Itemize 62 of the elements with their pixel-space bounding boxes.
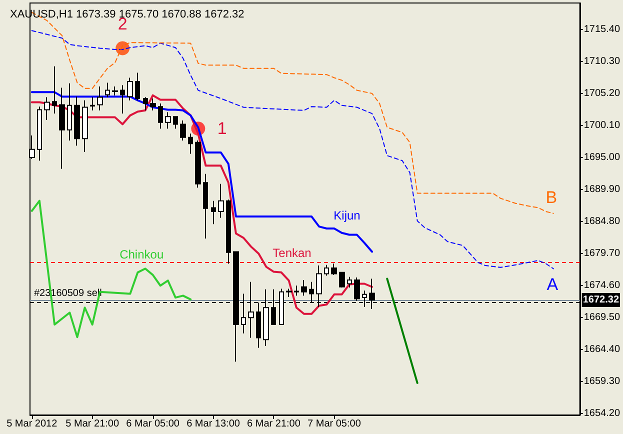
y-tick-label: 1710.30 <box>584 56 620 67</box>
candlestick <box>82 100 88 152</box>
x-tick-label: 6 Mar 21:00 <box>247 418 301 430</box>
x-tick-label: 7 Mar 05:00 <box>308 418 362 430</box>
candlestick <box>211 200 216 225</box>
series-label: Tenkan <box>272 246 312 260</box>
candlestick <box>97 86 103 111</box>
candlestick <box>52 66 57 114</box>
y-tick-label: 1659.30 <box>584 376 620 388</box>
y-tick-label: 1715.40 <box>584 24 620 35</box>
ref-line-label: 1672.32 <box>582 294 620 306</box>
annotation: 1 <box>217 119 227 138</box>
candlestick <box>37 106 42 162</box>
series-label: Chinkou <box>120 247 164 262</box>
candlestick <box>195 140 201 188</box>
candlestick <box>165 112 171 130</box>
x-tick-label: 6 Mar 13:00 <box>186 418 240 430</box>
y-tick-label: 1684.80 <box>584 216 620 228</box>
candlestick <box>90 96 95 111</box>
candlestick <box>143 96 148 111</box>
candlestick <box>105 82 110 98</box>
y-tick-label: 1669.50 <box>584 312 620 324</box>
candlestick <box>180 120 186 142</box>
candlestick <box>112 86 118 96</box>
candlestick <box>331 263 337 276</box>
candlestick <box>354 276 360 302</box>
candlestick <box>294 285 299 296</box>
candlestick <box>74 96 80 146</box>
candlestick <box>173 116 178 130</box>
candlestick <box>158 102 163 130</box>
x-tick-label: 5 Mar 2012 <box>6 418 58 430</box>
candlestick <box>226 199 231 264</box>
series-label: B <box>546 188 558 207</box>
y-tick-label: 1689.90 <box>584 184 620 196</box>
x-tick-label: 5 Mar 21:00 <box>66 418 120 430</box>
y-tick-label: 1654.20 <box>584 408 620 420</box>
candlestick <box>339 272 345 288</box>
candlestick <box>218 183 224 218</box>
candlestick <box>324 264 329 276</box>
candlestick <box>286 288 292 298</box>
candlestick <box>44 96 50 120</box>
candlestick <box>59 87 65 170</box>
series-label: Kijun <box>334 208 360 223</box>
y-tick-label: 1705.20 <box>584 88 620 99</box>
candlestick <box>347 276 352 288</box>
candlestick <box>301 279 307 296</box>
candlestick <box>120 84 125 114</box>
series-label: A <box>546 275 559 294</box>
y-tick-label: 1679.70 <box>584 248 620 260</box>
candlestick <box>150 98 156 111</box>
candlestick <box>188 133 193 154</box>
y-tick-label: 1700.10 <box>584 120 620 131</box>
y-tick-label: 1664.40 <box>584 344 620 356</box>
y-tick-label: 1674.60 <box>584 280 620 292</box>
candlestick <box>203 173 208 240</box>
line-series <box>30 94 374 315</box>
line-series <box>30 200 192 338</box>
candlestick <box>67 82 72 142</box>
candlestick <box>127 77 133 101</box>
y-tick-label: 1695.00 <box>584 152 620 163</box>
candlestick <box>135 72 140 101</box>
x-tick-label: 6 Mar 05:00 <box>126 418 180 430</box>
